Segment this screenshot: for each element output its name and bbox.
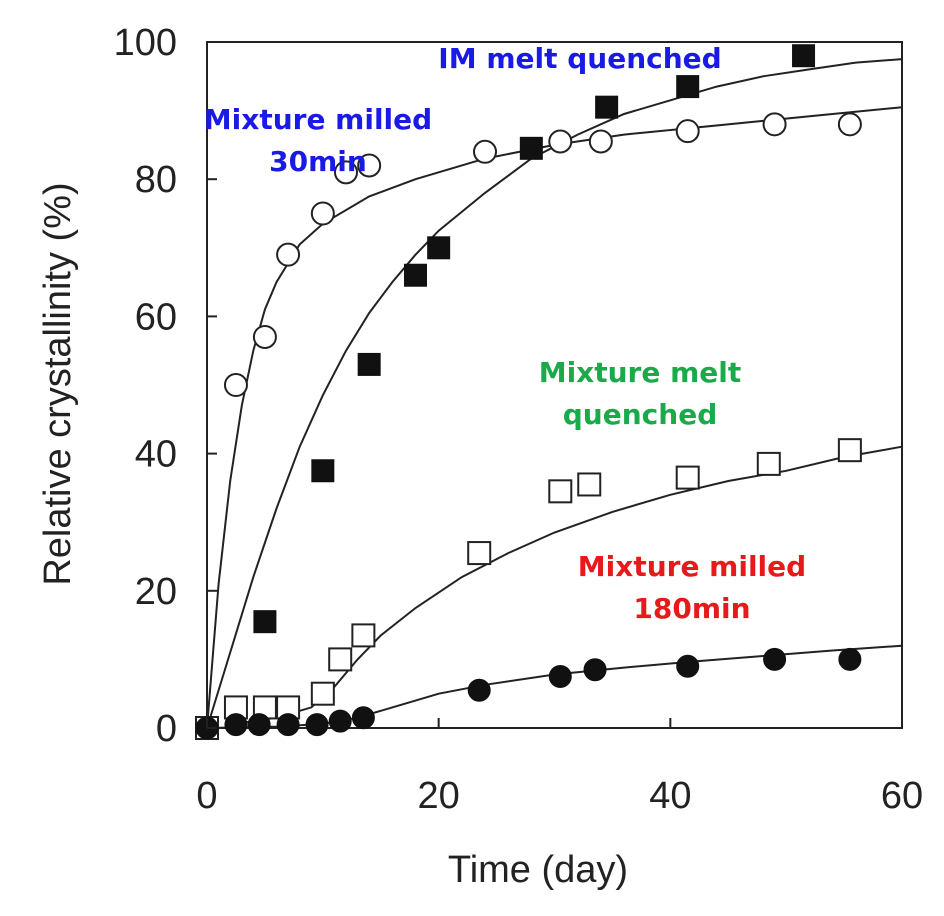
data-point-open-circle — [252, 324, 277, 349]
y-tick-label: 40 — [135, 434, 177, 476]
data-point-filled-square — [404, 263, 427, 287]
y-axis-title: Relative crystallinity (%) — [37, 182, 79, 585]
data-point-open-circle — [588, 129, 613, 154]
data-point-open-square — [837, 438, 862, 463]
data-point-filled-circle — [763, 647, 787, 671]
data-point-open-square — [351, 623, 376, 648]
annotation-line: IM melt quenched — [438, 42, 721, 75]
annotation-line: 30min — [269, 145, 367, 178]
data-point-open-square — [467, 541, 492, 566]
data-point-filled-circle — [328, 709, 352, 733]
x-axis-title: Time (day) — [448, 849, 628, 891]
data-point-open-square — [577, 472, 602, 497]
data-point-open-circle — [473, 139, 497, 164]
fit-curve-1 — [206, 106, 903, 729]
x-tick-label: 20 — [418, 775, 460, 817]
data-point-filled-square — [357, 352, 381, 376]
y-tick-label: 20 — [135, 571, 177, 613]
data-point-filled-circle — [838, 647, 862, 671]
x-tick-label: 60 — [881, 775, 923, 817]
data-point-open-circle — [357, 153, 382, 178]
data-point-open-circle — [276, 242, 301, 267]
annotation-line: quenched — [563, 398, 717, 431]
data-point-open-square — [328, 647, 353, 672]
data-point-filled-circle — [676, 654, 700, 678]
x-axis-ticks: 0 20 40 60 — [196, 718, 923, 817]
y-tick-label: 80 — [135, 159, 177, 201]
fit-curve-2 — [206, 58, 903, 729]
plot-frame — [206, 41, 903, 729]
annotation-3: Mixture melt quenched — [539, 356, 742, 431]
data-point-open-circle — [675, 119, 700, 144]
data-point-filled-square — [676, 75, 700, 99]
data-point-filled-circle — [548, 665, 572, 689]
data-point-open-circle — [223, 373, 248, 397]
data-point-filled-square — [519, 136, 543, 160]
annotation-line: Mixture milled — [204, 103, 432, 136]
annotation-line: Mixture milled — [578, 550, 806, 583]
annotation-2: Mixture milled 30min — [204, 103, 432, 178]
data-point-filled-circle — [247, 713, 271, 737]
annotation-4: Mixture milled 180min — [578, 550, 806, 625]
data-point-filled-circle — [276, 713, 300, 737]
data-point-open-circle — [762, 112, 787, 137]
y-tick-label: 100 — [114, 22, 177, 64]
data-point-filled-square — [427, 236, 451, 260]
data-point-open-square — [675, 465, 700, 490]
annotation-1: IM melt quenched — [438, 42, 721, 75]
data-point-filled-circle — [467, 678, 491, 702]
data-point-filled-circle — [305, 713, 329, 737]
data-point-filled-square — [595, 95, 619, 119]
data-point-open-square — [310, 681, 335, 706]
data-point-open-circle — [837, 112, 862, 137]
y-axis-ticks: 0 20 40 60 80 100 — [114, 22, 217, 750]
data-point-filled-circle — [224, 713, 248, 737]
data-point-filled-square — [792, 44, 816, 68]
annotation-line: Mixture melt — [539, 356, 742, 389]
data-point-open-circle — [548, 129, 573, 154]
data-point-filled-square — [311, 459, 335, 483]
y-tick-label: 60 — [135, 296, 177, 338]
x-tick-label: 0 — [196, 775, 217, 817]
annotation-line: 180min — [633, 592, 750, 625]
data-point-open-circle — [310, 201, 335, 226]
y-tick-label: 0 — [156, 708, 177, 750]
data-point-filled-circle — [351, 706, 375, 730]
data-point-open-circle — [334, 160, 358, 185]
data-point-filled-square — [253, 610, 277, 634]
data-point-open-square — [756, 451, 781, 476]
data-point-filled-circle — [583, 658, 607, 682]
x-tick-label: 40 — [649, 775, 691, 817]
data-point-open-square — [548, 479, 573, 504]
